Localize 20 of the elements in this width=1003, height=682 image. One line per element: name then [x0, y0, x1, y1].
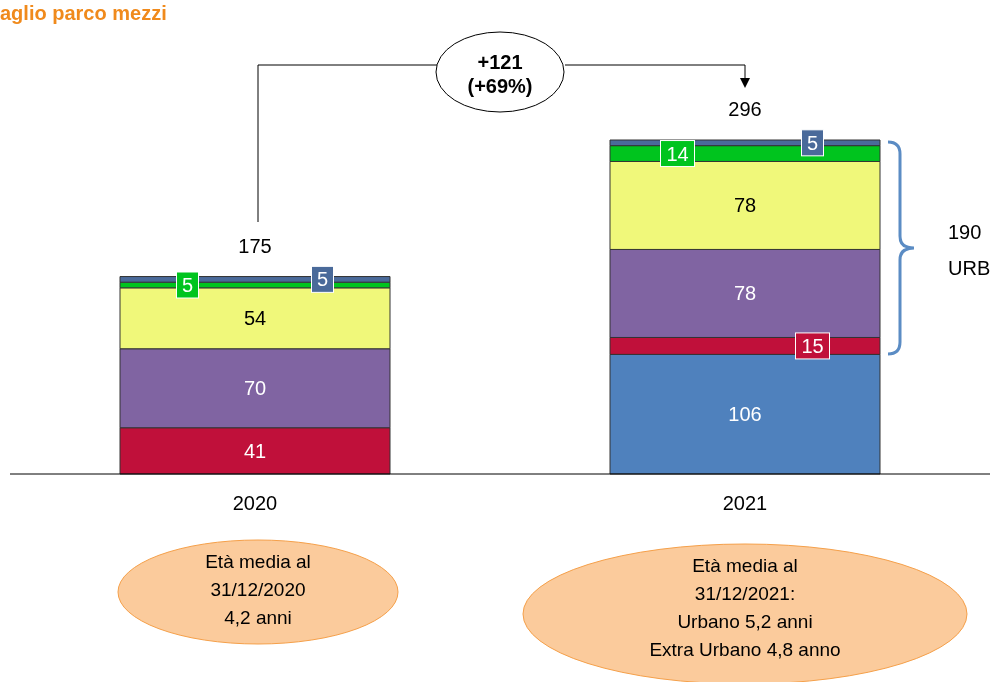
data-label: 5 [316, 268, 329, 291]
data-label: 78 [733, 194, 757, 217]
data-label: 70 [243, 377, 267, 400]
total-label: 296 [728, 98, 762, 120]
data-label: 15 [801, 334, 824, 357]
annotation: 190 URB [948, 220, 991, 281]
data-label: 5 [806, 131, 819, 154]
chart-title: aglio parco mezzi [0, 2, 167, 25]
text: +121 (+69%) [466, 50, 534, 98]
total-label: 175 [238, 234, 272, 257]
data-label: 41 [243, 439, 267, 462]
data-label: 106 [728, 403, 762, 426]
data-label: 14 [666, 142, 689, 165]
x-tick-label: 2021 [722, 492, 768, 515]
text: Età media al 31/12/2021: Urbano 5,2 anni Extra Urbano 4,8 anno [648, 554, 842, 662]
data-label: 54 [243, 307, 267, 330]
text: Età media al 31/12/2020 4,2 anni [204, 550, 312, 630]
data-label: 78 [733, 282, 757, 305]
data-label: 5 [181, 274, 194, 296]
x-tick-label: 2020 [232, 492, 278, 515]
